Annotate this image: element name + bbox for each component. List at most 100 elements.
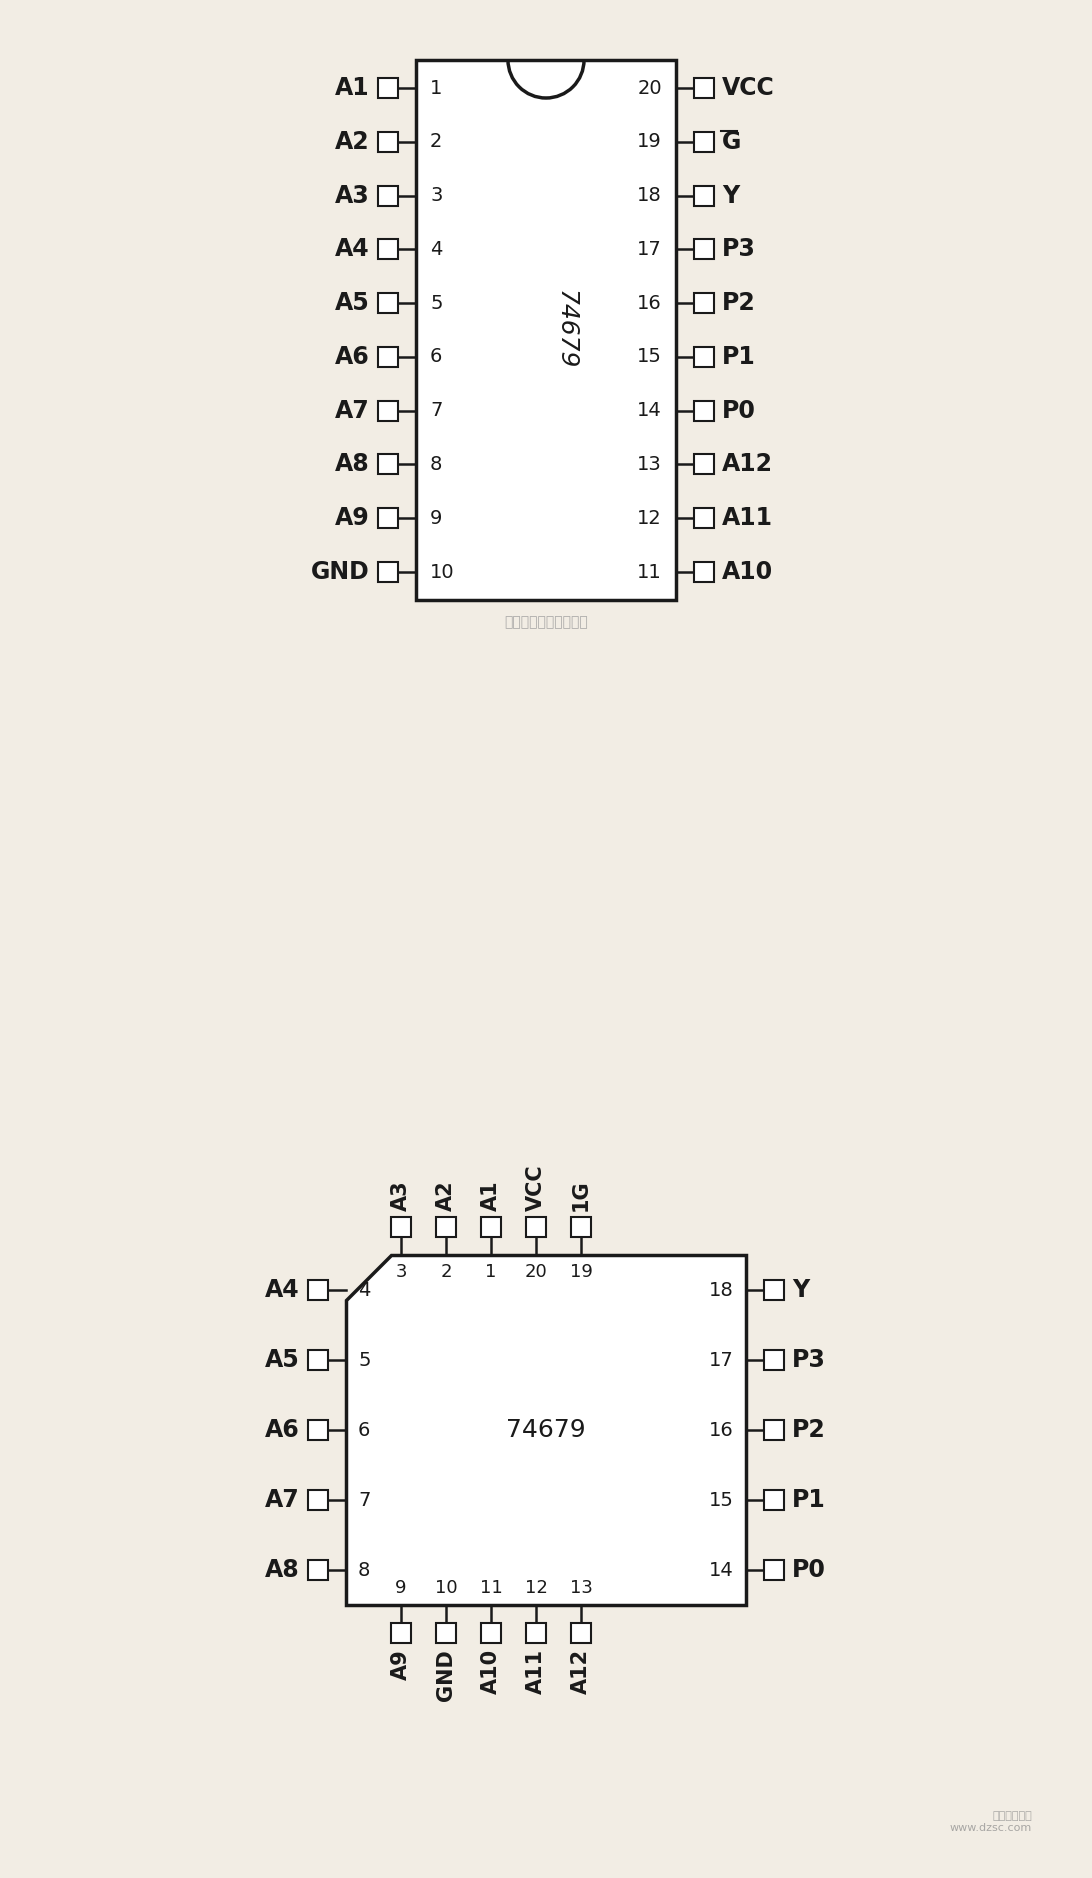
Text: GND: GND <box>311 560 370 584</box>
Bar <box>571 1217 591 1238</box>
Bar <box>764 1350 784 1369</box>
Text: 2: 2 <box>440 1264 452 1281</box>
Bar <box>378 562 397 582</box>
Text: A2: A2 <box>436 1181 456 1211</box>
Bar <box>308 1420 328 1440</box>
Bar <box>695 454 714 475</box>
Text: A1: A1 <box>480 1181 501 1211</box>
Text: P2: P2 <box>792 1418 826 1442</box>
Text: 7: 7 <box>430 402 442 421</box>
Bar <box>308 1350 328 1369</box>
Text: 6: 6 <box>358 1420 370 1440</box>
Text: P1: P1 <box>722 346 756 368</box>
Text: 17: 17 <box>709 1350 734 1369</box>
Bar <box>436 1623 456 1643</box>
Text: 19: 19 <box>570 1264 593 1281</box>
Text: GND: GND <box>436 1649 456 1701</box>
Bar <box>378 239 397 259</box>
Text: 11: 11 <box>638 563 662 582</box>
Text: 17: 17 <box>638 240 662 259</box>
Bar <box>571 1623 591 1643</box>
Text: A4: A4 <box>265 1279 300 1301</box>
Text: 16: 16 <box>638 293 662 312</box>
Bar <box>695 293 714 314</box>
Bar <box>480 1217 501 1238</box>
Text: VCC: VCC <box>722 75 774 100</box>
Text: A9: A9 <box>335 507 370 530</box>
Text: 3: 3 <box>395 1264 406 1281</box>
Text: A3: A3 <box>335 184 370 208</box>
Text: 16: 16 <box>709 1420 734 1440</box>
Text: 20: 20 <box>638 79 662 98</box>
Bar <box>378 293 397 314</box>
Text: 74679: 74679 <box>554 291 578 370</box>
Text: 15: 15 <box>709 1491 734 1510</box>
Text: A12: A12 <box>571 1649 591 1694</box>
Text: 维库电子市场
www.dzsc.com: 维库电子市场 www.dzsc.com <box>950 1812 1032 1833</box>
Bar <box>378 79 397 98</box>
Text: A12: A12 <box>722 453 773 477</box>
Text: P3: P3 <box>722 237 756 261</box>
Bar <box>378 400 397 421</box>
Bar <box>695 186 714 205</box>
Text: 3: 3 <box>430 186 442 205</box>
Bar <box>695 347 714 366</box>
Text: A5: A5 <box>265 1348 300 1373</box>
Text: 74679: 74679 <box>507 1418 585 1442</box>
Text: A5: A5 <box>335 291 370 316</box>
Text: 19: 19 <box>638 131 662 152</box>
Bar <box>695 509 714 528</box>
Polygon shape <box>346 1255 746 1606</box>
Text: 9: 9 <box>395 1579 406 1596</box>
Text: 11: 11 <box>479 1579 502 1596</box>
Bar <box>308 1281 328 1300</box>
Bar <box>764 1561 784 1579</box>
Bar <box>308 1489 328 1510</box>
Text: 5: 5 <box>358 1350 370 1369</box>
Bar <box>695 562 714 582</box>
Text: A10: A10 <box>480 1649 501 1694</box>
Text: 18: 18 <box>638 186 662 205</box>
Text: A9: A9 <box>391 1649 411 1679</box>
Text: 1: 1 <box>485 1264 497 1281</box>
Bar <box>695 239 714 259</box>
Bar <box>436 1217 456 1238</box>
Bar <box>695 400 714 421</box>
Bar <box>378 454 397 475</box>
Text: 1: 1 <box>430 79 442 98</box>
Text: 5: 5 <box>430 293 442 312</box>
Text: A11: A11 <box>526 1649 546 1694</box>
Text: 20: 20 <box>524 1264 547 1281</box>
Text: G: G <box>722 130 741 154</box>
Bar <box>526 1217 546 1238</box>
Text: 14: 14 <box>638 402 662 421</box>
Text: 13: 13 <box>638 454 662 473</box>
Bar <box>695 79 714 98</box>
Bar <box>378 186 397 205</box>
Bar <box>764 1489 784 1510</box>
Text: P0: P0 <box>722 398 756 423</box>
Text: 7: 7 <box>358 1491 370 1510</box>
Bar <box>480 1623 501 1643</box>
Text: Y: Y <box>722 184 739 208</box>
Text: 10: 10 <box>435 1579 458 1596</box>
Text: P2: P2 <box>722 291 756 316</box>
Bar <box>308 1561 328 1579</box>
Text: 4: 4 <box>358 1281 370 1300</box>
Text: 1G: 1G <box>571 1179 591 1211</box>
Text: A10: A10 <box>722 560 773 584</box>
Text: 6: 6 <box>430 347 442 366</box>
Text: A3: A3 <box>391 1181 411 1211</box>
Bar <box>526 1623 546 1643</box>
Text: A6: A6 <box>335 346 370 368</box>
Text: 9: 9 <box>430 509 442 528</box>
Text: 2: 2 <box>430 131 442 152</box>
Text: 杭州锋睿科技有限公司: 杭州锋睿科技有限公司 <box>505 614 587 629</box>
Text: 13: 13 <box>570 1579 593 1596</box>
Bar <box>378 131 397 152</box>
Bar <box>391 1217 411 1238</box>
Text: A7: A7 <box>335 398 370 423</box>
Text: P3: P3 <box>792 1348 826 1373</box>
Text: 12: 12 <box>638 509 662 528</box>
Text: 8: 8 <box>358 1561 370 1579</box>
